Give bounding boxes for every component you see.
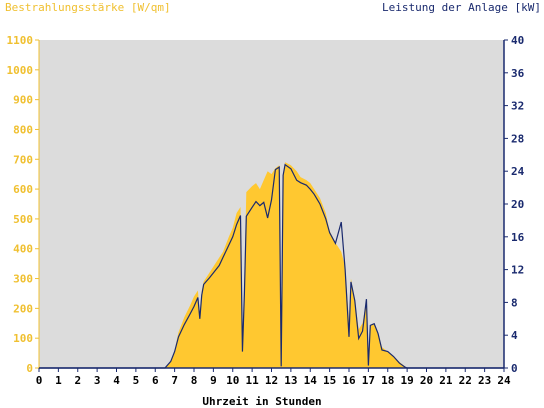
x-tick-label: 6	[152, 374, 159, 387]
x-tick-label: 8	[191, 374, 198, 387]
right-tick-label: 8	[511, 296, 518, 309]
x-tick-label: 3	[94, 374, 101, 387]
right-tick-label: 24	[511, 165, 525, 178]
left-tick-label: 300	[13, 273, 33, 286]
x-tick-label: 23	[478, 374, 491, 387]
x-tick-label: 7	[171, 374, 178, 387]
series-power-line	[39, 163, 504, 369]
x-tick-label: 5	[133, 374, 140, 387]
x-tick-label: 22	[459, 374, 472, 387]
left-tick-label: 600	[13, 183, 33, 196]
left-axis-title: Bestrahlungsstärke [W/qm]	[5, 1, 171, 14]
right-tick-label: 20	[511, 198, 524, 211]
left-tick-label: 1000	[7, 64, 34, 77]
right-tick-label: 12	[511, 264, 524, 277]
x-tick-label: 9	[210, 374, 217, 387]
x-tick-label: 17	[362, 374, 375, 387]
x-tick-label: 14	[304, 374, 318, 387]
x-tick-label: 12	[265, 374, 278, 387]
x-tick-label: 19	[401, 374, 414, 387]
series-irradiance-area	[39, 162, 504, 368]
x-tick-label: 16	[342, 374, 356, 387]
x-tick-label: 11	[246, 374, 260, 387]
x-tick-label: 18	[381, 374, 394, 387]
left-tick-label: 0	[26, 362, 33, 375]
x-tick-label: 10	[226, 374, 239, 387]
left-tick-label: 1100	[7, 34, 34, 47]
left-tick-label: 400	[13, 243, 33, 256]
x-tick-label: 4	[113, 374, 120, 387]
x-tick-label: 13	[284, 374, 297, 387]
x-axis-title: Uhrzeit in Stunden	[202, 395, 321, 408]
right-tick-label: 4	[511, 329, 518, 342]
right-axis-title: Leistung der Anlage [kW]	[382, 1, 541, 14]
x-tick-label: 0	[36, 374, 43, 387]
x-tick-label: 1	[55, 374, 62, 387]
x-tick-label: 20	[420, 374, 433, 387]
tick-labels: 0100200300400500600700800900100011000481…	[7, 34, 525, 387]
left-tick-label: 100	[13, 332, 33, 345]
right-tick-label: 40	[511, 34, 524, 47]
left-tick-label: 200	[13, 302, 33, 315]
right-tick-label: 0	[511, 362, 518, 375]
right-tick-label: 32	[511, 100, 524, 113]
series-layer	[39, 162, 504, 369]
x-tick-label: 15	[323, 374, 336, 387]
right-tick-label: 28	[511, 132, 524, 145]
left-tick-label: 700	[13, 153, 33, 166]
x-tick-label: 2	[74, 374, 81, 387]
x-tick-label: 21	[439, 374, 453, 387]
axes-layer	[35, 39, 508, 372]
left-tick-label: 500	[13, 213, 33, 226]
left-tick-label: 900	[13, 94, 33, 107]
left-tick-label: 800	[13, 123, 33, 136]
x-tick-label: 24	[497, 374, 511, 387]
right-tick-label: 16	[511, 231, 525, 244]
right-tick-label: 36	[511, 67, 525, 80]
